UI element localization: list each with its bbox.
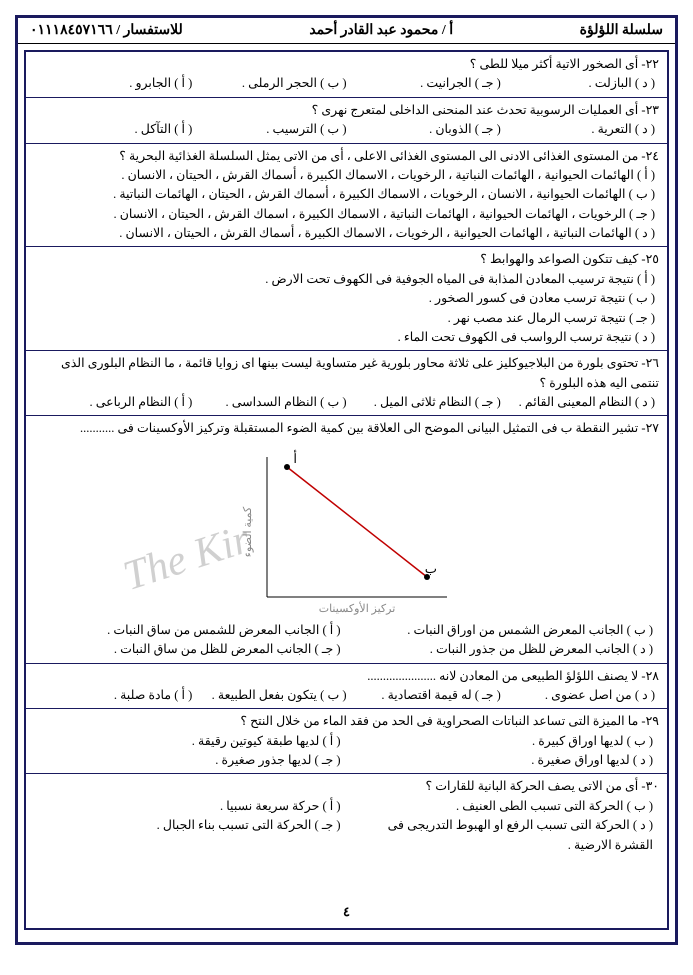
option: ( د ) النظام المعينى القائم . — [501, 393, 655, 412]
option: ( جـ ) لديها جذور صغيرة . — [34, 751, 347, 770]
option: ( أ ) مادة صلبة . — [38, 686, 192, 705]
option: ( ب ) النظام السداسى . — [192, 393, 346, 412]
option: ( جـ ) الذوبان . — [347, 120, 501, 139]
question-text: ٢٥- كيف تتكون الصواعد والهوابط ؟ — [34, 250, 659, 269]
option: ( ب ) يتكون بفعل الطبيعة . — [192, 686, 346, 705]
content-area: The Kir ٢٢- أى الصخور الاتية أكثر ميلا ل… — [24, 50, 669, 930]
option: ( أ ) حركة سريعة نسبيا . — [34, 797, 347, 816]
option: ( د ) الحركة التى تسبب الرفع او الهبوط ا… — [347, 816, 660, 855]
header-series: سلسلة اللؤلؤة — [580, 22, 663, 39]
chart: أ ب كمية الضوء تركيز الأوكسينات — [34, 439, 659, 621]
svg-text:ب: ب — [424, 561, 436, 576]
page-border: سلسلة اللؤلؤة أ / محمود عبد القادر أحمد … — [15, 15, 678, 945]
option: ( د ) من اصل عضوى . — [501, 686, 655, 705]
question-٢٢: ٢٢- أى الصخور الاتية أكثر ميلا للطى ؟( أ… — [26, 52, 667, 98]
option: ( أ ) التآكل . — [38, 120, 192, 139]
options-row: ( أ ) الجابرو .( ب ) الحجر الرملى .( جـ … — [34, 74, 659, 93]
option: ( ب ) لديها اوراق كبيرة . — [347, 732, 660, 751]
svg-text:أ: أ — [293, 450, 297, 466]
option: ( د ) نتيجة ترسب الرواسب فى الكهوف تحت ا… — [34, 328, 659, 347]
options-row: ( أ ) النظام الرباعى .( ب ) النظام السدا… — [34, 393, 659, 412]
option: ( جـ ) له قيمة اقتصادية . — [347, 686, 501, 705]
header-author: أ / محمود عبد القادر أحمد — [309, 22, 453, 39]
question-٣٠: ٣٠- أى من الاتى يصف الحركة البانية للقار… — [26, 774, 667, 858]
question-text: ٢٧- تشير النقطة ب فى التمثيل البيانى الم… — [34, 419, 659, 438]
questions-container: ٢٢- أى الصخور الاتية أكثر ميلا للطى ؟( أ… — [26, 52, 667, 858]
option: ( ب ) الترسيب . — [192, 120, 346, 139]
option: ( أ ) الجانب المعرض للشمس من ساق النبات … — [34, 621, 347, 640]
question-text: ٢٨- لا يصنف اللؤلؤ الطبيعى من المعادن لا… — [34, 667, 659, 686]
options-2col: ( أ ) لديها طبقة كيوتين رقيقة .( ب ) لدي… — [34, 732, 659, 771]
options-row: ( أ ) مادة صلبة .( ب ) يتكون بفعل الطبيع… — [34, 686, 659, 705]
options-row: ( أ ) التآكل .( ب ) الترسيب .( جـ ) الذو… — [34, 120, 659, 139]
option: ( أ ) الهائمات الحيوانية ، الهائمات النب… — [34, 166, 659, 185]
option: ( جـ ) الجانب المعرض للظل من ساق النبات … — [34, 640, 347, 659]
options-2col: ( أ ) حركة سريعة نسبيا .( ب ) الحركة الت… — [34, 797, 659, 855]
option: ( أ ) لديها طبقة كيوتين رقيقة . — [34, 732, 347, 751]
question-text: ٢٦- تحتوى بلورة من البلاجيوكليز على ثلاث… — [34, 354, 659, 393]
question-text: ٣٠- أى من الاتى يصف الحركة البانية للقار… — [34, 777, 659, 796]
question-text: ٢٢- أى الصخور الاتية أكثر ميلا للطى ؟ — [34, 55, 659, 74]
option: ( أ ) الجابرو . — [38, 74, 192, 93]
page-number: ٤ — [343, 904, 350, 920]
svg-text:كمية الضوء: كمية الضوء — [242, 506, 254, 557]
option: ( ب ) الهائمات الحيوانية ، الانسان ، الر… — [34, 185, 659, 204]
option: ( أ ) النظام الرباعى . — [38, 393, 192, 412]
question-text: ٢٤- من المستوى الغذائى الادنى الى المستو… — [34, 147, 659, 166]
option: ( د ) البازلت . — [501, 74, 655, 93]
option: ( أ ) نتيجة ترسيب المعادن المذابة فى الم… — [34, 270, 659, 289]
option: ( جـ ) نتيجة ترسب الرمال عند مصب نهر . — [34, 309, 659, 328]
option: ( ب ) الحركة التى تسبب الطى العنيف . — [347, 797, 660, 816]
option: ( ب ) نتيجة ترسب معادن فى كسور الصخور . — [34, 289, 659, 308]
question-٢٥: ٢٥- كيف تتكون الصواعد والهوابط ؟( أ ) نت… — [26, 247, 667, 351]
header-contact: للاستفسار / ٠١١١٨٤٥٧١٦٦ — [30, 22, 183, 39]
question-٢٧: ٢٧- تشير النقطة ب فى التمثيل البيانى الم… — [26, 416, 667, 663]
question-٢٦: ٢٦- تحتوى بلورة من البلاجيوكليز على ثلاث… — [26, 351, 667, 416]
svg-text:تركيز الأوكسينات: تركيز الأوكسينات — [318, 601, 395, 615]
option: ( د ) لديها اوراق صغيرة . — [347, 751, 660, 770]
option: ( د ) الجانب المعرض للظل من جذور النبات … — [347, 640, 660, 659]
option: ( د ) التعرية . — [501, 120, 655, 139]
option: ( جـ ) الجرانيت . — [347, 74, 501, 93]
options-2col: ( أ ) الجانب المعرض للشمس من ساق النبات … — [34, 621, 659, 660]
option: ( جـ ) النظام ثلاثى الميل . — [347, 393, 501, 412]
question-٢٨: ٢٨- لا يصنف اللؤلؤ الطبيعى من المعادن لا… — [26, 664, 667, 710]
page-header: سلسلة اللؤلؤة أ / محمود عبد القادر أحمد … — [18, 18, 675, 44]
question-٢٩: ٢٩- ما الميزة التى تساعد النباتات الصحرا… — [26, 709, 667, 774]
option: ( ب ) الجانب المعرض الشمس من اوراق النبا… — [347, 621, 660, 640]
question-٢٣: ٢٣- أى العمليات الرسوبية تحدث عند المنحن… — [26, 98, 667, 144]
question-text: ٢٣- أى العمليات الرسوبية تحدث عند المنحن… — [34, 101, 659, 120]
option: ( جـ ) الحركة التى تسبب بناء الجبال . — [34, 816, 347, 855]
question-text: ٢٩- ما الميزة التى تساعد النباتات الصحرا… — [34, 712, 659, 731]
option: ( د ) الهائمات النباتية ، الهائمات الحيو… — [34, 224, 659, 243]
option: ( جـ ) الرخويات ، الهائمات الحيوانية ، ا… — [34, 205, 659, 224]
option: ( ب ) الحجر الرملى . — [192, 74, 346, 93]
question-٢٤: ٢٤- من المستوى الغذائى الادنى الى المستو… — [26, 144, 667, 248]
